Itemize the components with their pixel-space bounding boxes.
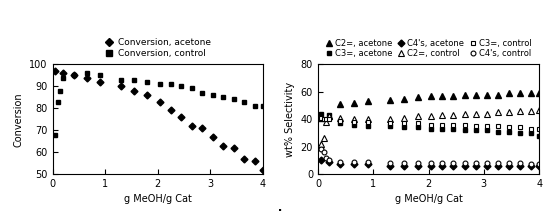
Text: a.: a. [6, 209, 19, 211]
X-axis label: g MeOH/g Cat: g MeOH/g Cat [124, 195, 191, 204]
Legend: Conversion, acetone, Conversion, control: Conversion, acetone, Conversion, control [103, 37, 212, 59]
Text: b.: b. [278, 209, 292, 211]
X-axis label: g MeOH/g Cat: g MeOH/g Cat [395, 195, 462, 204]
Y-axis label: wt% Selectivity: wt% Selectivity [285, 82, 295, 157]
Legend: C2=, acetone, C3=, acetone, C4's, acetone, C2=, control, C3=, control, C4's, con: C2=, acetone, C3=, acetone, C4's, aceton… [324, 38, 533, 59]
Y-axis label: Conversion: Conversion [14, 92, 24, 146]
